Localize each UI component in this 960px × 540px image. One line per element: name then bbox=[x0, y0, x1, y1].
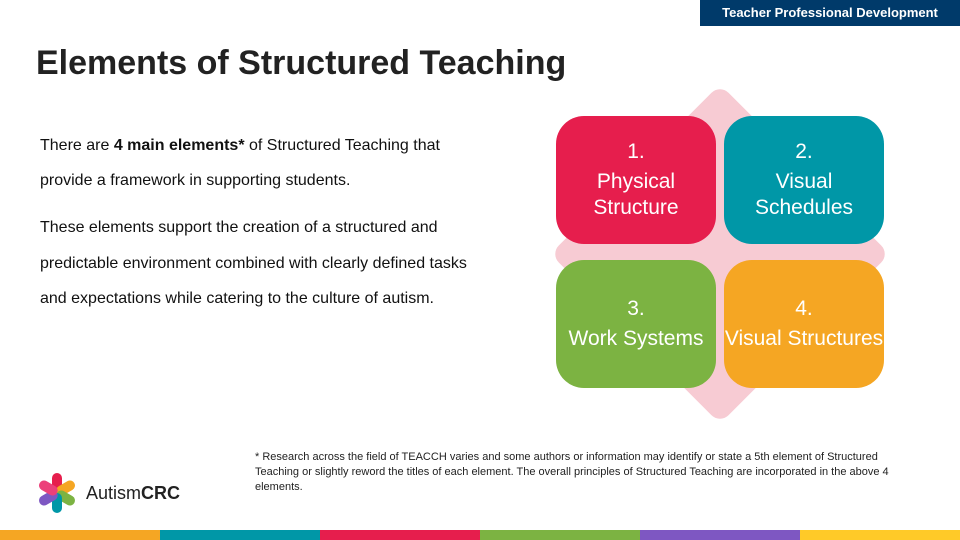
stripe bbox=[800, 530, 960, 540]
quadrant-1-label: Physical Structure bbox=[556, 169, 716, 222]
footnote: * Research across the field of TEACCH va… bbox=[255, 450, 905, 495]
quadrant-4-num: 4. bbox=[795, 296, 813, 322]
slide-title: Elements of Structured Teaching bbox=[36, 44, 566, 83]
quadrant-3-label: Work Systems bbox=[569, 326, 704, 352]
quadrant-4: 4. Visual Structures bbox=[724, 260, 884, 388]
slide: Teacher Professional Development Element… bbox=[0, 0, 960, 540]
stripe bbox=[160, 530, 320, 540]
logo-text-pre: Autism bbox=[86, 483, 141, 503]
header-label: Teacher Professional Development bbox=[722, 5, 938, 20]
stripe bbox=[480, 530, 640, 540]
quadrant-1-num: 1. bbox=[627, 139, 645, 165]
quadrant-3-num: 3. bbox=[627, 296, 645, 322]
quadrant-2-label: Visual Schedules bbox=[724, 169, 884, 222]
logo: AutismCRC bbox=[36, 472, 180, 514]
stripe bbox=[320, 530, 480, 540]
stripe bbox=[0, 530, 160, 540]
quadrant-1: 1. Physical Structure bbox=[556, 116, 716, 244]
logo-text: AutismCRC bbox=[86, 483, 180, 504]
quadrant-3: 3. Work Systems bbox=[556, 260, 716, 388]
logo-icon bbox=[36, 472, 78, 514]
body-text: There are 4 main elements* of Structured… bbox=[40, 128, 480, 328]
quadrant-diagram: 1. Physical Structure 2. Visual Schedule… bbox=[540, 104, 900, 404]
p1-bold: 4 main elements* bbox=[114, 137, 245, 154]
header-bar: Teacher Professional Development bbox=[700, 0, 960, 26]
paragraph-1: There are 4 main elements* of Structured… bbox=[40, 128, 480, 198]
quadrant-2-num: 2. bbox=[795, 139, 813, 165]
p1-pre: There are bbox=[40, 137, 114, 154]
bottom-stripes bbox=[0, 530, 960, 540]
logo-text-bold: CRC bbox=[141, 483, 180, 503]
stripe bbox=[640, 530, 800, 540]
quadrant-2: 2. Visual Schedules bbox=[724, 116, 884, 244]
quadrant-4-label: Visual Structures bbox=[725, 326, 883, 352]
paragraph-2: These elements support the creation of a… bbox=[40, 210, 480, 316]
